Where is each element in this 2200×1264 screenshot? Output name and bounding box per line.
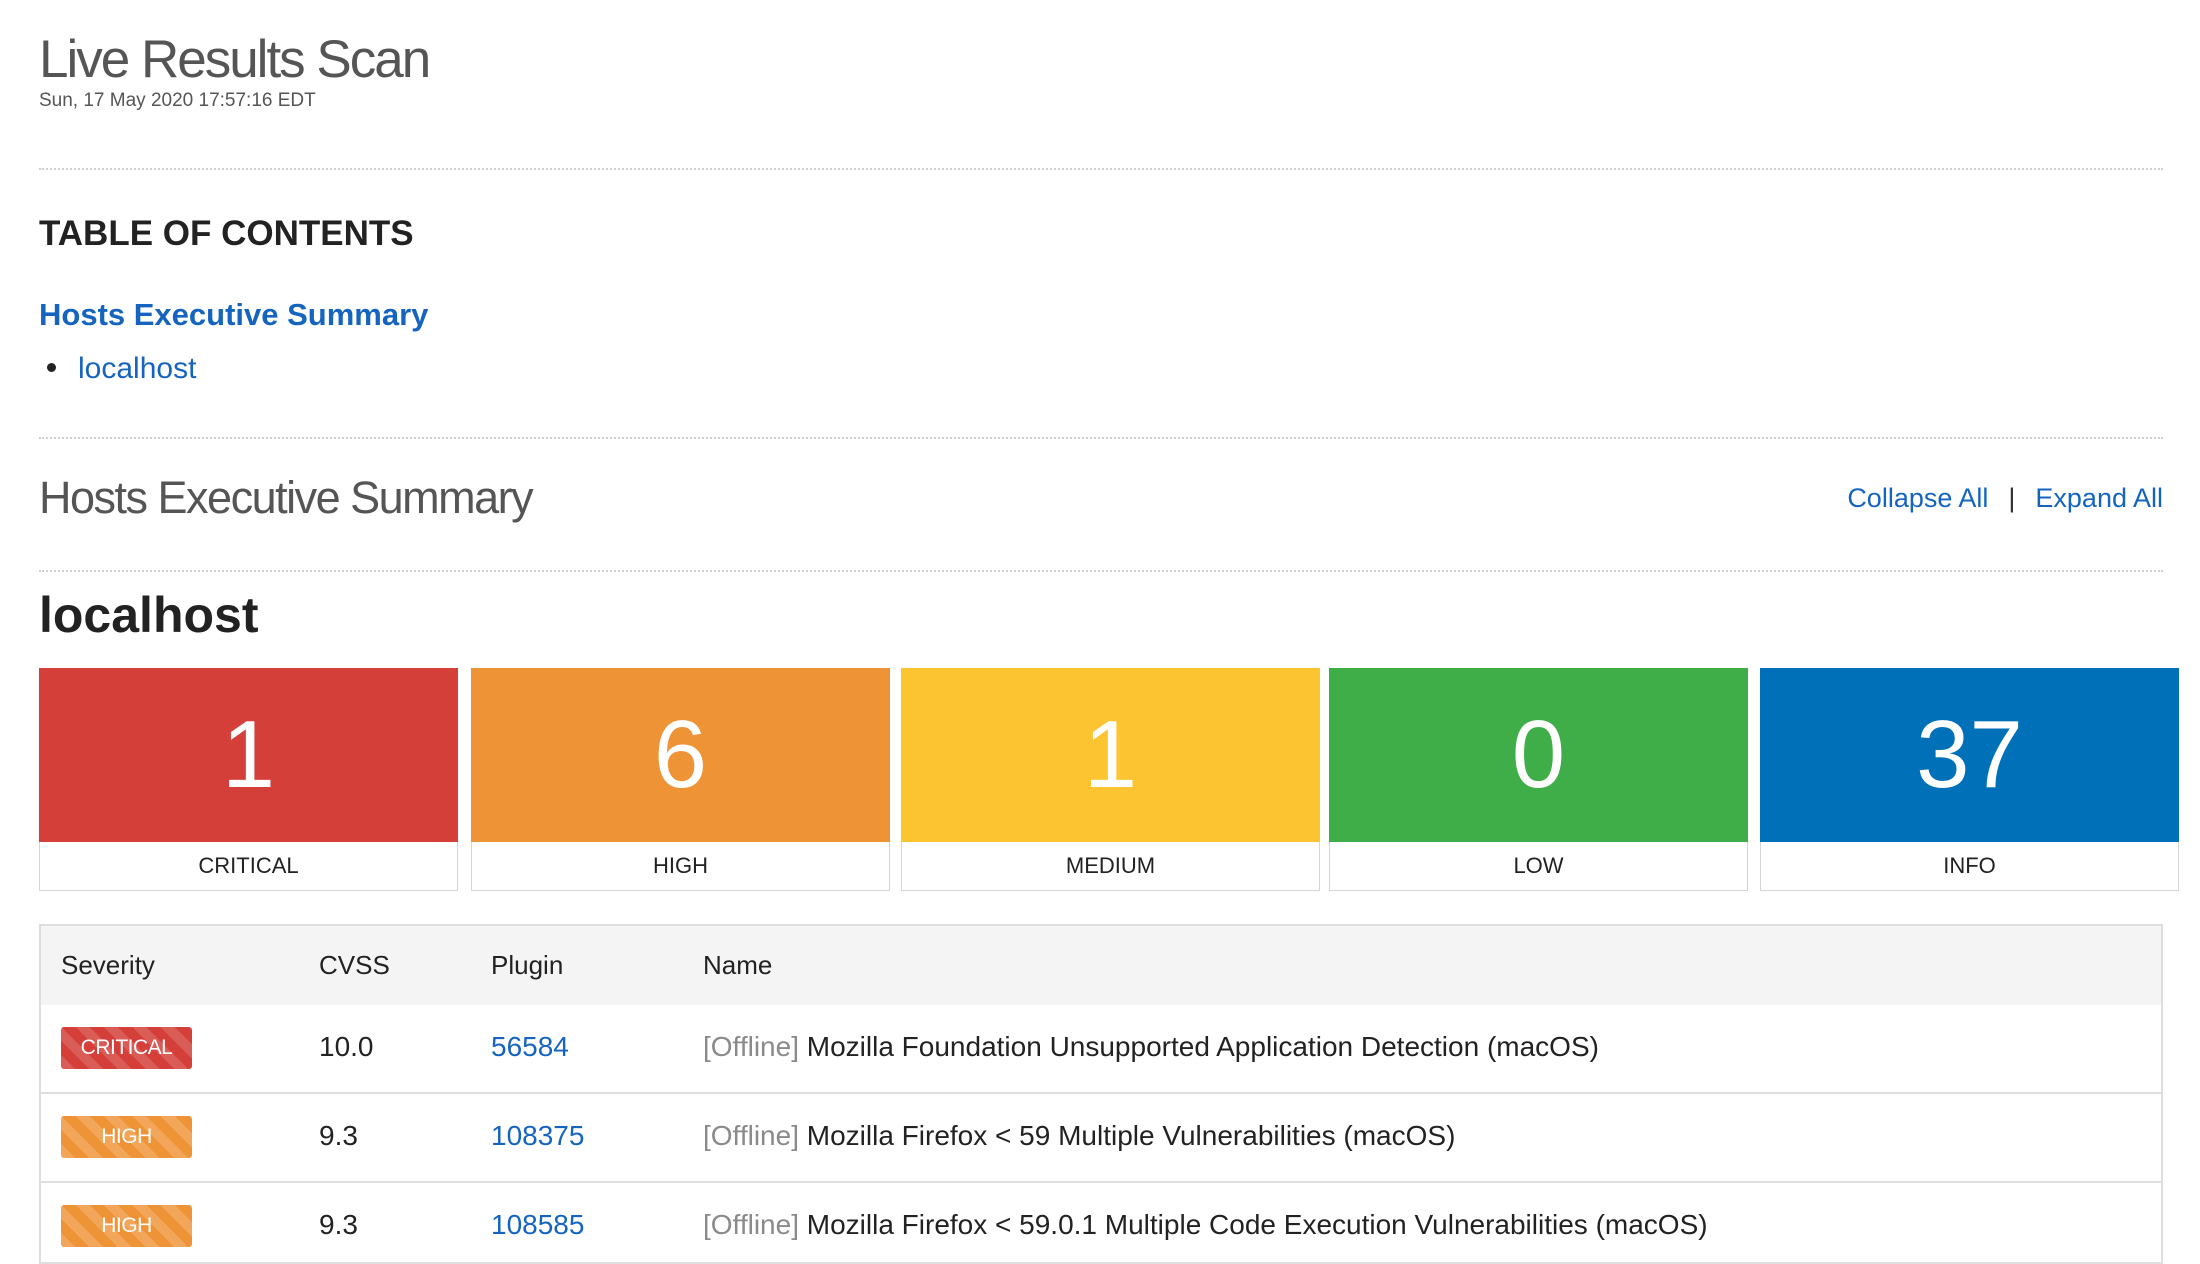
vulnerability-title: Mozilla Firefox < 59.0.1 Multiple Code E… (806, 1209, 1708, 1240)
vulnerability-name: [Offline] Mozilla Firefox < 59 Multiple … (703, 1120, 1455, 1152)
severity-count: 37 (1760, 668, 2179, 842)
host-title: localhost (39, 587, 259, 643)
vulnerability-title: Mozilla Foundation Unsupported Applicati… (806, 1031, 1599, 1062)
severity-box-medium[interactable]: 1 MEDIUM (901, 668, 1320, 892)
offline-tag: [Offline] (703, 1120, 799, 1151)
toc-link-hosts-executive-summary[interactable]: Hosts Executive Summary (39, 297, 429, 332)
offline-tag: [Offline] (703, 1209, 799, 1240)
vulnerability-name: [Offline] Mozilla Foundation Unsupported… (703, 1031, 1599, 1063)
severity-count: 1 (39, 668, 458, 842)
table-row[interactable]: CRITICAL 10.0 56584 [Offline] Mozilla Fo… (41, 1005, 2161, 1094)
hosts-executive-summary-title: Hosts Executive Summary (39, 472, 534, 523)
toc-item-localhost[interactable]: localhost (47, 352, 196, 386)
severity-badge: HIGH (61, 1116, 192, 1158)
toc-heading: TABLE OF CONTENTS (39, 214, 414, 253)
severity-badge: CRITICAL (61, 1027, 192, 1069)
cvss-score: 9.3 (319, 1209, 358, 1240)
cvss-score: 10.0 (319, 1031, 374, 1062)
severity-summary: 1 CRITICAL 6 HIGH 1 MEDIUM 0 LOW 37 INFO (39, 668, 2179, 892)
severity-count: 1 (901, 668, 1320, 842)
cvss-score: 9.3 (319, 1120, 358, 1151)
severity-label: MEDIUM (901, 842, 1320, 891)
severity-box-low[interactable]: 0 LOW (1329, 668, 1748, 892)
vulnerability-table: Severity CVSS Plugin Name CRITICAL 10.0 … (39, 924, 2163, 1264)
divider (39, 437, 2163, 439)
header-name[interactable]: Name (703, 950, 773, 980)
header-cvss[interactable]: CVSS (319, 950, 390, 980)
plugin-link[interactable]: 108585 (491, 1209, 585, 1240)
report-page: Live Results Scan Sun, 17 May 2020 17:57… (39, 0, 2179, 1264)
severity-box-info[interactable]: 37 INFO (1760, 668, 2179, 892)
severity-label: CRITICAL (39, 842, 458, 891)
expand-all-link[interactable]: Expand All (2035, 483, 2163, 513)
header-severity[interactable]: Severity (61, 950, 155, 980)
scan-title: Live Results Scan (39, 30, 431, 89)
vulnerability-title: Mozilla Firefox < 59 Multiple Vulnerabil… (806, 1120, 1456, 1151)
bullet-icon (47, 362, 56, 372)
collapse-expand-controls: Collapse All | Expand All (1847, 483, 2163, 514)
severity-box-critical[interactable]: 1 CRITICAL (39, 668, 458, 892)
scan-date: Sun, 17 May 2020 17:57:16 EDT (39, 90, 316, 111)
divider (39, 570, 2163, 572)
table-header: Severity CVSS Plugin Name (41, 926, 2161, 1007)
plugin-link[interactable]: 108375 (491, 1120, 585, 1151)
severity-box-high[interactable]: 6 HIGH (471, 668, 890, 892)
collapse-all-link[interactable]: Collapse All (1847, 483, 1989, 513)
divider (39, 168, 2163, 170)
plugin-link[interactable]: 56584 (491, 1031, 569, 1062)
table-row[interactable]: HIGH 9.3 108375 [Offline] Mozilla Firefo… (41, 1094, 2161, 1183)
offline-tag: [Offline] (703, 1031, 799, 1062)
header-plugin[interactable]: Plugin (491, 950, 564, 980)
severity-label: LOW (1329, 842, 1748, 891)
severity-label: INFO (1760, 842, 2179, 891)
severity-label: HIGH (471, 842, 890, 891)
table-row[interactable]: HIGH 9.3 108585 [Offline] Mozilla Firefo… (41, 1183, 2161, 1262)
severity-badge: HIGH (61, 1205, 192, 1247)
separator: | (2008, 483, 2016, 513)
toc-item-label[interactable]: localhost (78, 352, 197, 385)
severity-count: 0 (1329, 668, 1748, 842)
vulnerability-name: [Offline] Mozilla Firefox < 59.0.1 Multi… (703, 1209, 1708, 1241)
severity-count: 6 (471, 668, 890, 842)
